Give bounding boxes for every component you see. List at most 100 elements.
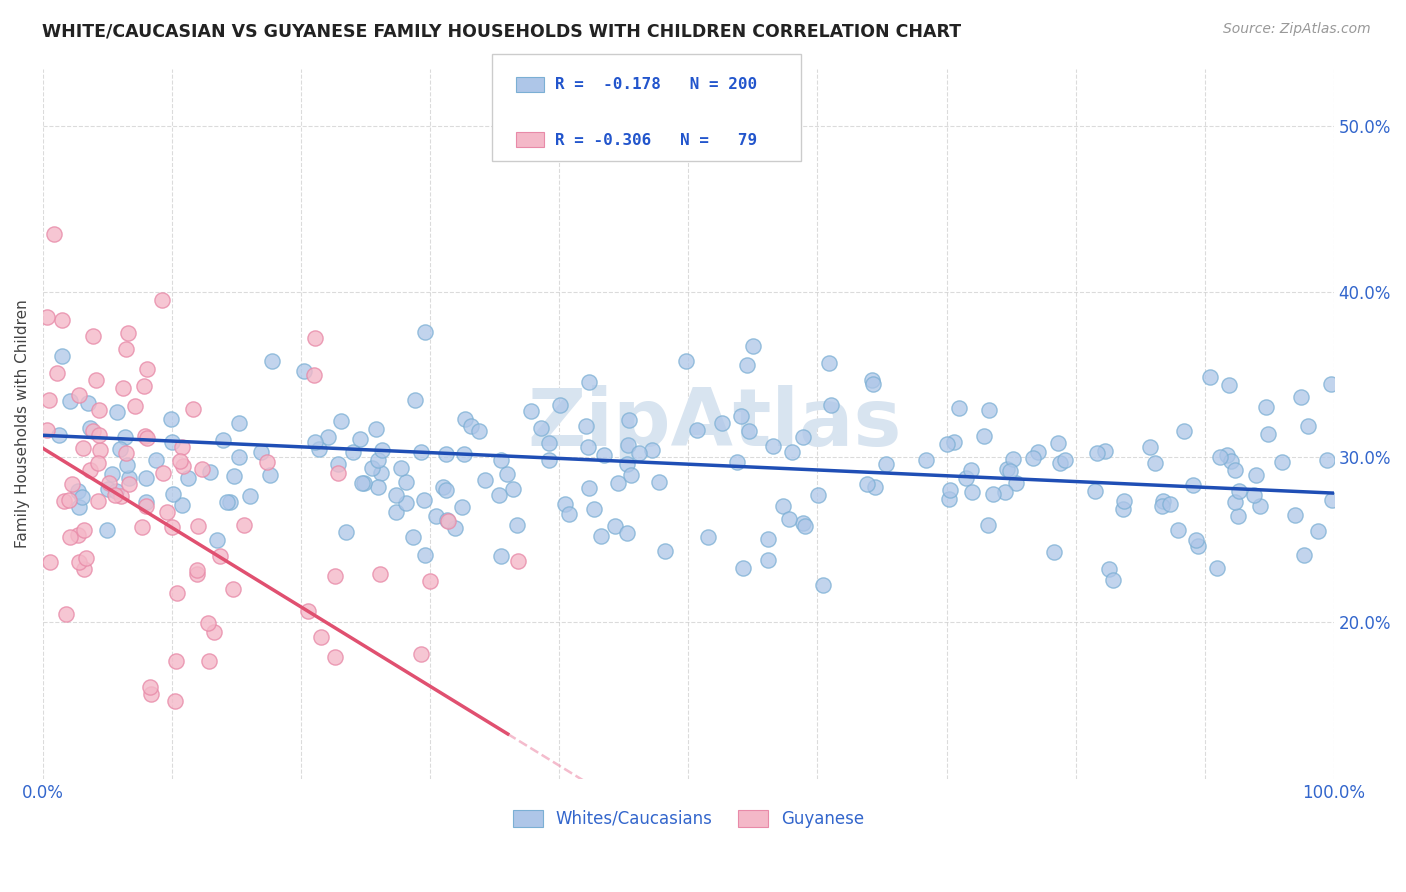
Point [1101,573,1123,587]
Point [1215,448,1237,462]
Point [1026,445,1049,459]
Point [395,496,418,510]
Point [939,483,962,497]
Point [979,403,1001,417]
Point [1049,456,1071,470]
Point [250,445,273,459]
Point [84,373,107,387]
Point [582,502,605,516]
Point [328,466,350,480]
Point [741,339,763,353]
Point [160,519,183,533]
Point [409,647,432,661]
Point [228,416,250,430]
Point [59,393,82,408]
Point [1001,452,1024,467]
Point [134,429,156,443]
Point [67,528,90,542]
Point [914,453,936,467]
Point [172,458,194,473]
Point [856,477,879,491]
Point [97,475,120,490]
Point [1152,494,1174,508]
Point [489,549,512,563]
Point [82,329,104,343]
Point [139,687,162,701]
Point [112,381,135,395]
Point [205,533,228,547]
Point [73,523,96,537]
Point [87,494,110,508]
Point [1254,400,1277,414]
Point [89,402,111,417]
Point [1223,494,1246,508]
Point [862,377,884,392]
Point [409,445,432,459]
Point [135,499,157,513]
Point [415,548,437,562]
Point [89,428,111,442]
Point [576,440,599,454]
Point [316,430,339,444]
Point [508,554,530,568]
Point [304,331,326,345]
Point [1047,436,1070,450]
Point [86,457,108,471]
Point [863,480,886,494]
Point [163,694,186,708]
Point [756,553,779,567]
Point [616,458,638,472]
Point [617,413,640,427]
Point [436,483,458,497]
Point [617,438,640,452]
Point [1208,450,1230,464]
Point [451,500,474,514]
Point [998,463,1021,477]
Point [170,498,193,512]
Point [352,475,374,490]
Point [197,615,219,630]
Point [711,417,734,431]
Point [323,649,346,664]
Point [875,458,897,472]
Point [385,505,408,519]
Point [51,349,73,363]
Point [782,444,804,458]
Point [436,514,458,528]
Point [772,499,794,513]
Point [89,442,111,457]
Point [756,533,779,547]
Point [197,654,219,668]
Point [292,364,315,378]
Point [762,439,785,453]
Point [136,361,159,376]
Point [233,517,256,532]
Point [640,442,662,457]
Point [114,343,136,357]
Point [792,430,814,444]
Point [202,624,225,639]
Point [169,453,191,467]
Point [256,455,278,469]
Point [654,544,676,558]
Point [820,398,842,412]
Point [115,446,138,460]
Point [860,373,883,387]
Point [60,476,83,491]
Point [67,500,90,515]
Point [737,424,759,438]
Point [994,484,1017,499]
Point [73,562,96,576]
Point [1218,378,1240,392]
Text: ZipAtlas: ZipAtlas [527,384,901,463]
Text: R = -0.306   N =   79: R = -0.306 N = 79 [555,133,758,147]
Point [616,525,638,540]
Point [1098,562,1121,576]
Point [165,654,187,668]
Point [1220,454,1243,468]
Point [578,482,600,496]
Point [181,402,204,417]
Point [75,551,97,566]
Point [959,463,981,477]
Point [117,326,139,340]
